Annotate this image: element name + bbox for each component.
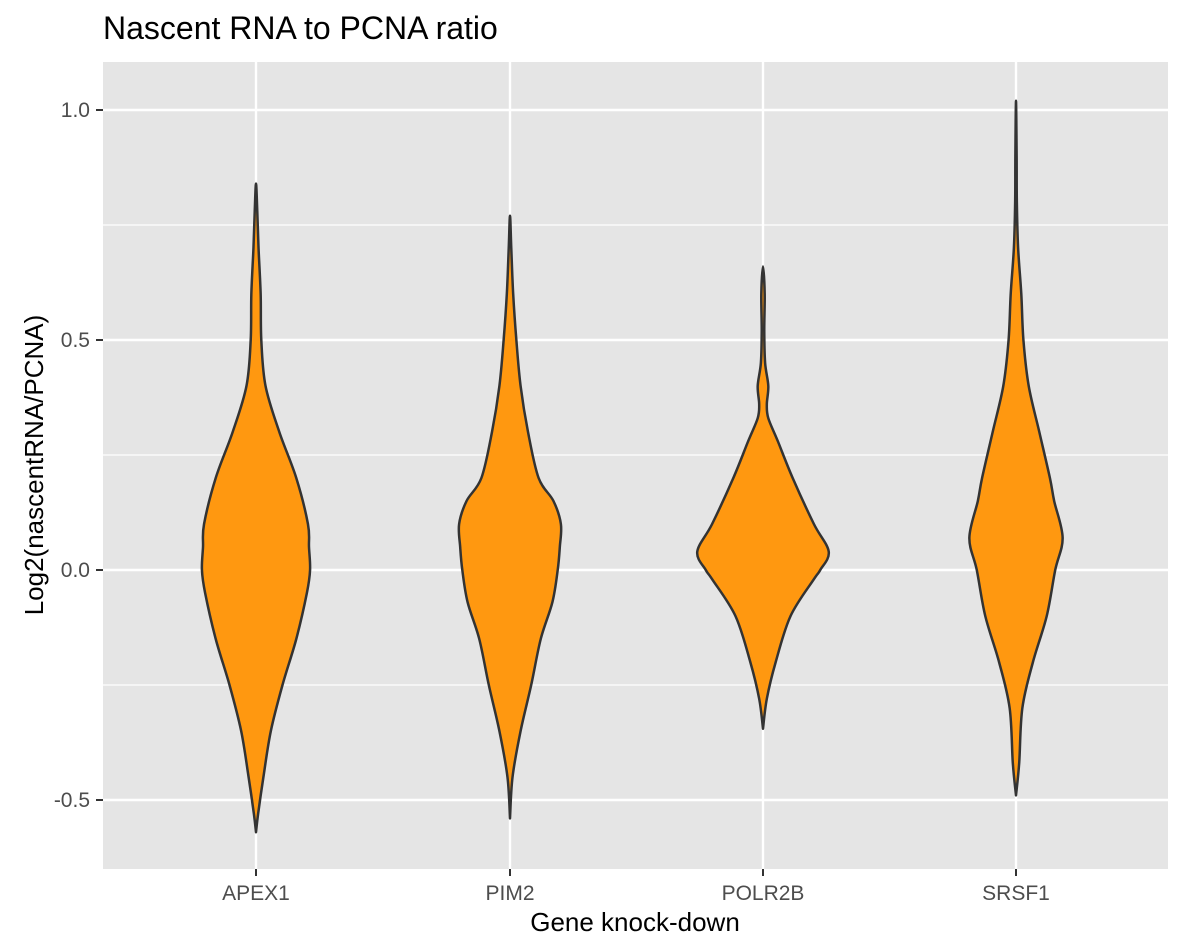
violin-apex1 — [200, 182, 312, 834]
x-axis-title: Gene knock-down — [530, 907, 740, 937]
x-tick-label: APEX1 — [222, 882, 290, 905]
y-axis: -0.5 0.0 0.5 1.0 — [54, 99, 103, 812]
chart-title: Nascent RNA to PCNA ratio — [103, 10, 498, 46]
x-tick-label: POLR2B — [722, 882, 805, 905]
y-tick-label: 0.0 — [61, 559, 90, 582]
y-tick-label: 0.5 — [61, 329, 90, 352]
violin-pim2 — [457, 214, 563, 820]
y-axis-title: Log2(nascentRNA/PCNA) — [19, 315, 49, 616]
y-tick-label: -0.5 — [54, 789, 90, 812]
y-tick-label: 1.0 — [61, 99, 90, 122]
x-tick-label: SRSF1 — [982, 882, 1050, 905]
x-tick-label: PIM2 — [485, 882, 534, 905]
violin-polr2b — [695, 265, 831, 730]
violin-srsf1 — [968, 99, 1064, 797]
x-axis: APEX1 PIM2 POLR2B SRSF1 — [222, 869, 1050, 905]
violins — [200, 99, 1064, 834]
